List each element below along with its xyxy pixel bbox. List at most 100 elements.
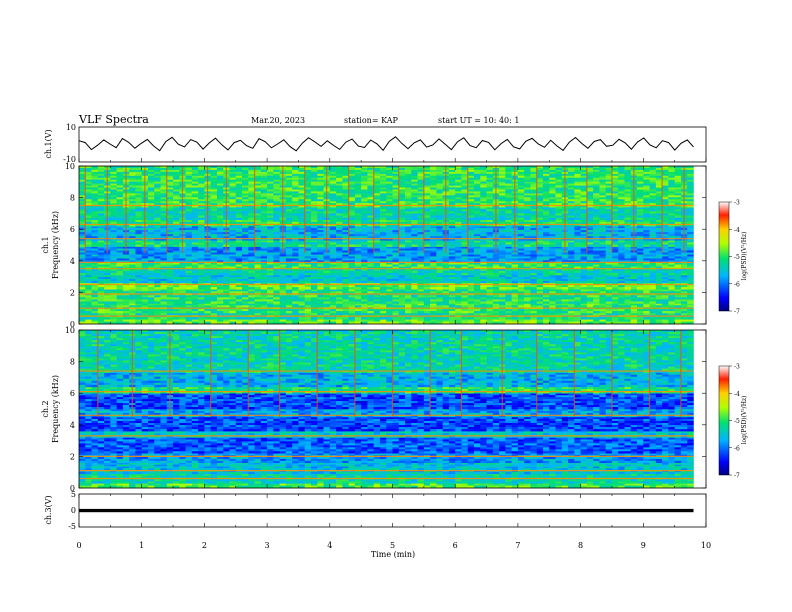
spectrogram-cell [442, 252, 450, 255]
spectrogram-cell [160, 295, 168, 298]
spectrogram-cell [461, 311, 469, 314]
spectrogram-cell [104, 280, 111, 284]
spectrogram-cell [536, 252, 544, 255]
spectrogram-cell [273, 270, 280, 274]
spectrogram-cell [492, 252, 500, 255]
spectrogram-cell [367, 246, 374, 249]
spectrogram-cell [379, 287, 387, 290]
spectrogram-cell [210, 262, 218, 265]
spectrogram-cell [342, 260, 349, 263]
spectrogram-cell [542, 234, 550, 237]
spectrogram-cell [204, 297, 211, 300]
spectrogram-cell [455, 312, 462, 316]
spectrogram-cell [649, 285, 657, 288]
spectrogram-cell [417, 277, 425, 280]
spectrogram-cell [298, 305, 306, 308]
spectrogram-cell [147, 295, 155, 298]
spectrogram-cell [204, 321, 211, 325]
spectrogram-cell [135, 264, 142, 267]
spectrogram-cell [568, 317, 575, 320]
spectrogram-cell [423, 289, 431, 292]
spectrogram-cell [91, 301, 99, 304]
spectrogram-cell [135, 223, 142, 227]
spectrogram-cell [122, 309, 130, 312]
spectrogram-cell [630, 280, 638, 284]
spectrogram-cell [323, 272, 331, 276]
spectrogram-cell [568, 299, 575, 302]
spectrogram-cell [586, 272, 594, 276]
spectrogram-cell [147, 272, 155, 276]
spectrogram-cell [455, 250, 462, 253]
spectrogram-cell [367, 240, 374, 243]
spectrogram-cell [361, 232, 368, 235]
spectrogram-cell [561, 264, 569, 267]
spectrogram-cell [254, 244, 262, 247]
spectrogram-cell [141, 268, 149, 272]
spectrogram-cell [147, 312, 155, 316]
spectrogram-cell [674, 262, 682, 265]
spectrogram-cell [480, 260, 487, 263]
spectrogram-cell [618, 311, 625, 314]
spectrogram-cell [649, 309, 657, 312]
spectrogram-cell [417, 321, 425, 325]
spectrogram-cell [461, 252, 469, 255]
spectrogram-cell [599, 264, 606, 267]
spectrogram-cell [223, 311, 230, 314]
spectrogram-cell [511, 285, 519, 288]
spectrogram-cell [524, 242, 531, 245]
spectrogram-cell [129, 264, 136, 267]
spectrogram-cell [561, 275, 569, 278]
spectrogram-cell [210, 250, 218, 253]
spectrogram-cell [191, 319, 199, 322]
spectrogram-cell [467, 248, 475, 251]
spectrogram-cell [474, 219, 481, 223]
spectrogram-cell [680, 258, 688, 261]
spectrogram-cell [448, 252, 456, 255]
spectrogram-cell [248, 219, 255, 223]
spectrogram-cell [173, 287, 180, 290]
spectrogram-cell [467, 256, 475, 259]
spectrogram-cell [467, 303, 475, 306]
spectrogram-cell [674, 311, 682, 314]
spectrogram-cell [430, 234, 437, 237]
spectrogram-cell [91, 219, 99, 223]
spectrogram-cell [210, 232, 218, 235]
spectrogram-cell [242, 278, 249, 282]
spectrogram-cell [618, 246, 625, 249]
spectrogram-cell [668, 278, 675, 282]
spectrogram-cell [542, 291, 550, 294]
spectrogram-cell [235, 223, 243, 227]
spectrogram-cell [285, 291, 293, 294]
spectrogram-cell [310, 277, 318, 280]
spectrogram-cell [379, 278, 387, 282]
spectrogram-cell [417, 266, 425, 269]
spectrogram-cell [455, 254, 462, 257]
spectrogram-cell [348, 297, 356, 300]
spectrogram-cell [304, 289, 312, 292]
spectrogram-cell [599, 268, 606, 272]
spectrogram-cell [267, 291, 274, 294]
spectrogram-cell [216, 301, 224, 304]
spectrogram-cell [687, 299, 694, 302]
spectrogram-cell [517, 285, 525, 288]
spectrogram-cell [599, 219, 606, 223]
spectrogram-cell [517, 311, 525, 314]
spectrogram-cell [517, 246, 525, 249]
spectrogram-cell [135, 275, 142, 278]
spectrogram-cell [79, 270, 86, 274]
spectrogram-cell [417, 309, 425, 312]
spectrogram-cell [254, 250, 262, 253]
spectrogram-cell [423, 226, 431, 229]
spectrogram-cell [160, 301, 168, 304]
spectrogram-cell [310, 268, 318, 272]
spectrogram-cell [354, 305, 362, 308]
spectrogram-cell [154, 256, 161, 259]
spectrogram-cell [423, 299, 431, 302]
spectrogram-cell [373, 311, 381, 314]
spectrogram-cell [298, 248, 306, 251]
spectrogram-cell [611, 275, 619, 278]
spectrogram-cell [122, 252, 130, 255]
spectrogram-cell [91, 285, 99, 288]
spectrogram-cell [536, 240, 544, 243]
spectrogram-cell [405, 301, 412, 304]
